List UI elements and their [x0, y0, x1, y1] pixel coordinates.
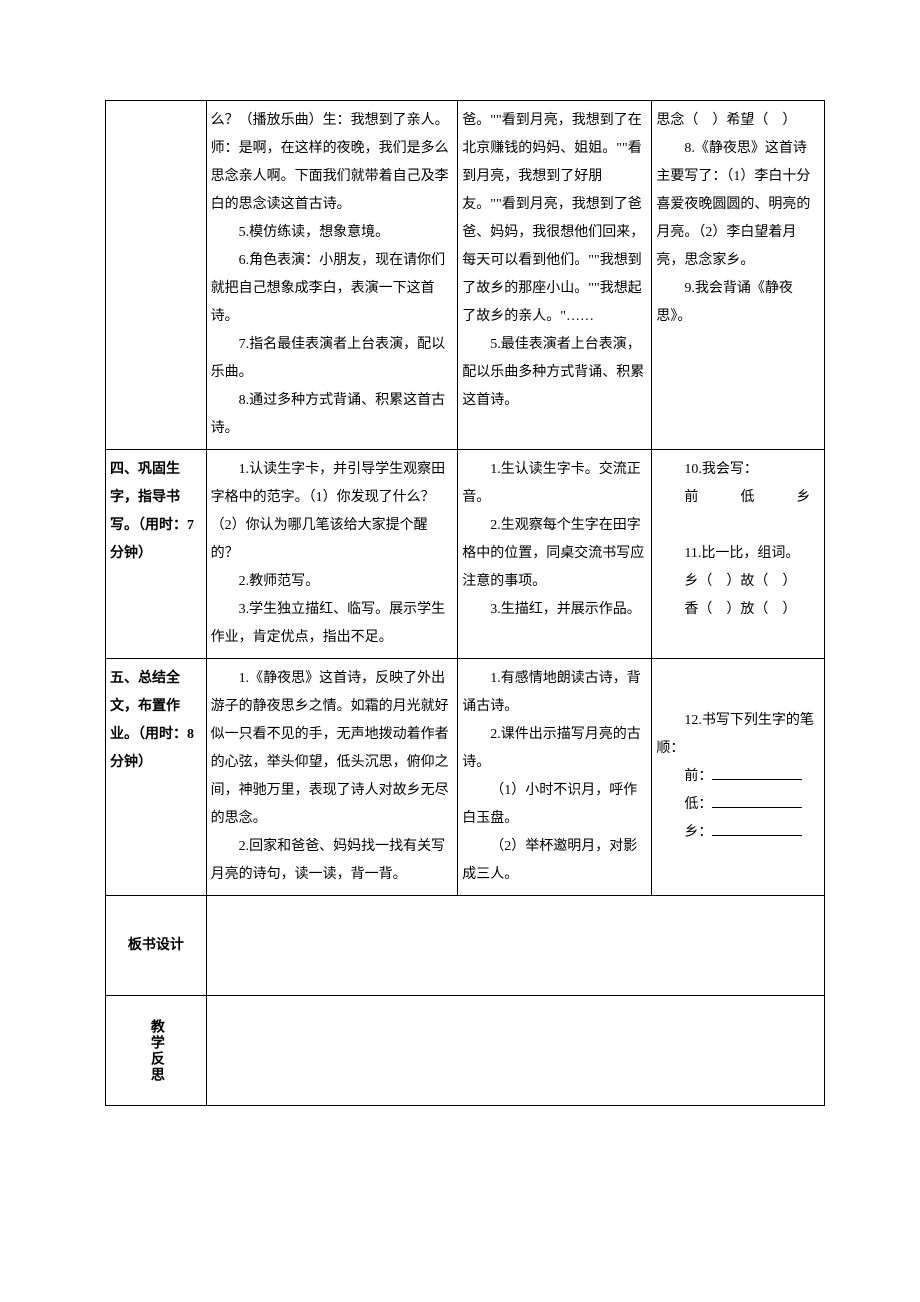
paragraph: 1.认读生字卡，并引导学生观察田字格中的范字。（1）你发现了什么？（2）你认为哪…	[211, 456, 454, 568]
paragraph	[656, 512, 820, 540]
section-label-vertical: 教学反思	[142, 1019, 170, 1083]
row2-exercise-cell: 10.我会写： 前 低 乡 11.比一比，组词。 乡（ ）故（ ） 香（ ）放（…	[652, 450, 825, 659]
row5-content-cell	[206, 996, 824, 1106]
paragraph: 6.角色表演：小朋友，现在请你们就把自己想象成李白，表演一下这首诗。	[211, 247, 454, 331]
paragraph: 思念（ ）希望（ ）	[656, 107, 820, 135]
text: 前：	[684, 769, 712, 784]
row5-label-cell: 教学反思	[106, 996, 207, 1106]
text: 乡：	[684, 825, 712, 840]
text: 乡（	[684, 574, 712, 589]
table-row: 么？（播放乐曲）生：我想到了亲人。师：是啊，在这样的夜晚，我们是多么思念亲人啊。…	[106, 101, 825, 450]
row2-student-cell: 1.生认读生字卡。交流正音。 2.生观察每个生字在田字格中的位置，同桌交流书写应…	[458, 450, 652, 659]
section-label: 五、总结全文，布置作业。（用时：8 分钟）	[110, 671, 194, 770]
text: 思念（	[656, 113, 698, 128]
paragraph: 爸。""看到月亮，我想到了在北京赚钱的妈妈、姐姐。""看到月亮，我想到了好朋友。…	[462, 107, 647, 331]
paragraph: 2.生观察每个生字在田字格中的位置，同桌交流书写应注意的事项。	[462, 512, 647, 596]
text: ）	[782, 602, 796, 617]
paragraph: 香（ ）放（ ）	[656, 596, 820, 624]
row2-label-cell: 四、巩固生字，指导书写。（用时：7 分钟）	[106, 450, 207, 659]
paragraph: 乡（ ）故（ ）	[656, 568, 820, 596]
paragraph: 2.教师范写。	[211, 568, 454, 596]
paragraph: 乡：	[656, 819, 820, 847]
paragraph: 8.《静夜思》这首诗主要写了：（1）李白十分喜爱夜晚圆圆的、明亮的月亮。（2）李…	[656, 135, 820, 275]
paragraph: 1.生认读生字卡。交流正音。	[462, 456, 647, 512]
paragraph: 11.比一比，组词。	[656, 540, 820, 568]
text: 香（	[684, 602, 712, 617]
fill-blank	[712, 794, 802, 808]
table-row: 教学反思	[106, 996, 825, 1106]
row1-label-cell	[106, 101, 207, 450]
paragraph: （1）小时不识月，呼作白玉盘。	[462, 777, 647, 833]
paragraph: 1.有感情地朗读古诗，背诵古诗。	[462, 665, 647, 721]
lesson-plan-table: 么？（播放乐曲）生：我想到了亲人。师：是啊，在这样的夜晚，我们是多么思念亲人啊。…	[105, 100, 825, 1106]
text: ）	[782, 574, 796, 589]
paragraph: 前：	[656, 763, 820, 791]
row4-content-cell	[206, 896, 824, 996]
row1-exercise-cell: 思念（ ）希望（ ） 8.《静夜思》这首诗主要写了：（1）李白十分喜爱夜晚圆圆的…	[652, 101, 825, 450]
section-label: 板书设计	[128, 938, 184, 953]
paragraph: 5.模仿练读，想象意境。	[211, 219, 454, 247]
row2-teacher-cell: 1.认读生字卡，并引导学生观察田字格中的范字。（1）你发现了什么？（2）你认为哪…	[206, 450, 458, 659]
paragraph: 8.通过多种方式背诵、积累这首古诗。	[211, 387, 454, 443]
table-row: 板书设计	[106, 896, 825, 996]
row1-student-cell: 爸。""看到月亮，我想到了在北京赚钱的妈妈、姐姐。""看到月亮，我想到了好朋友。…	[458, 101, 652, 450]
row3-student-cell: 1.有感情地朗读古诗，背诵古诗。 2.课件出示描写月亮的古诗。 （1）小时不识月…	[458, 659, 652, 896]
row3-exercise-cell: 12.书写下列生字的笔顺： 前： 低： 乡：	[652, 659, 825, 896]
paragraph: 7.指名最佳表演者上台表演，配以乐曲。	[211, 331, 454, 387]
text: ）希望（	[712, 113, 768, 128]
row3-label-cell: 五、总结全文，布置作业。（用时：8 分钟）	[106, 659, 207, 896]
fill-blank	[712, 766, 802, 780]
paragraph: 么？（播放乐曲）生：我想到了亲人。师：是啊，在这样的夜晚，我们是多么思念亲人啊。…	[211, 107, 454, 219]
fill-blank	[712, 822, 802, 836]
paragraph: 3.学生独立描红、临写。展示学生作业，肯定优点，指出不足。	[211, 596, 454, 652]
row1-teacher-cell: 么？（播放乐曲）生：我想到了亲人。师：是啊，在这样的夜晚，我们是多么思念亲人啊。…	[206, 101, 458, 450]
paragraph: （2）举杯邀明月，对影成三人。	[462, 833, 647, 889]
paragraph: 10.我会写：	[656, 456, 820, 484]
paragraph: 前 低 乡	[656, 484, 820, 512]
row4-label-cell: 板书设计	[106, 896, 207, 996]
paragraph: 12.书写下列生字的笔顺：	[656, 707, 820, 763]
paragraph: 低：	[656, 791, 820, 819]
paragraph: 5.最佳表演者上台表演，配以乐曲多种方式背诵、积累这首诗。	[462, 331, 647, 415]
text: ）故（	[726, 574, 768, 589]
paragraph: 2.课件出示描写月亮的古诗。	[462, 721, 647, 777]
paragraph: 3.生描红，并展示作品。	[462, 596, 647, 624]
row3-teacher-cell: 1.《静夜思》这首诗，反映了外出游子的静夜思乡之情。如霜的月光就好似一只看不见的…	[206, 659, 458, 896]
paragraph: 9.我会背诵《静夜思》。	[656, 275, 820, 331]
section-label: 四、巩固生字，指导书写。（用时：7 分钟）	[110, 462, 194, 561]
table-row: 四、巩固生字，指导书写。（用时：7 分钟） 1.认读生字卡，并引导学生观察田字格…	[106, 450, 825, 659]
text: ）放（	[726, 602, 768, 617]
text: ）	[782, 113, 796, 128]
table-row: 五、总结全文，布置作业。（用时：8 分钟） 1.《静夜思》这首诗，反映了外出游子…	[106, 659, 825, 896]
paragraph: 2.回家和爸爸、妈妈找一找有关写月亮的诗句，读一读，背一背。	[211, 833, 454, 889]
paragraph: 1.《静夜思》这首诗，反映了外出游子的静夜思乡之情。如霜的月光就好似一只看不见的…	[211, 665, 454, 833]
text: 低：	[684, 797, 712, 812]
